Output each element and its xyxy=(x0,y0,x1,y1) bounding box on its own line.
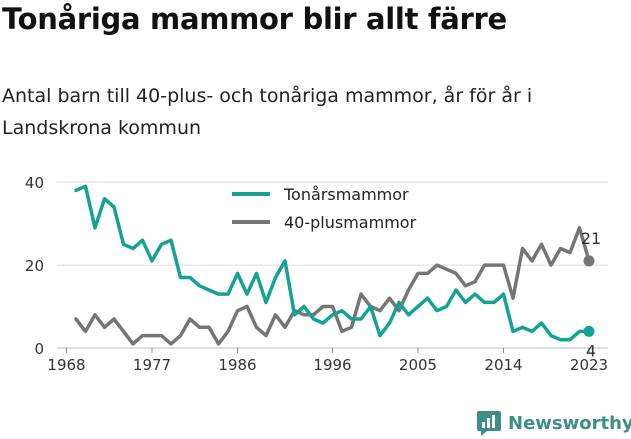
x-tick-label: 1986 xyxy=(218,356,256,374)
legend-label: 40-plusmammor xyxy=(284,213,417,232)
page-subtitle: Antal barn till 40-plus- och tonåriga ma… xyxy=(2,85,533,139)
x-tick-label: 1968 xyxy=(47,356,85,374)
x-tick-label: 1996 xyxy=(313,356,351,374)
y-tick-label: 40 xyxy=(25,174,44,192)
end-point-marker xyxy=(583,325,595,337)
grid-lines xyxy=(57,181,608,349)
x-tick-label: 2023 xyxy=(570,356,608,374)
x-tick-label: 2014 xyxy=(484,356,522,374)
end-value-label: 4 xyxy=(586,341,596,360)
legend: Tonårsmammor 40-plusmammor xyxy=(232,185,417,232)
legend-label: Tonårsmammor xyxy=(283,185,409,204)
x-tick-label: 1977 xyxy=(133,356,171,374)
y-axis: 0 20 40 xyxy=(25,174,44,358)
series-line-tonarsmammor xyxy=(74,184,591,342)
end-point-marker xyxy=(583,255,595,267)
newsworthy-logo-icon xyxy=(477,411,501,436)
series-lines xyxy=(74,184,591,346)
end-value-label: 21 xyxy=(581,229,601,248)
x-tick-label: 2005 xyxy=(399,356,437,374)
line-chart: 0 20 40 1968 1977 1986 1996 2005 2014 2023 4 21 T… xyxy=(25,174,608,374)
y-tick-label: 0 xyxy=(34,340,44,358)
brand-name: Newsworthy xyxy=(508,412,631,434)
page-title: Tonåriga mammor blir allt färre xyxy=(2,2,507,36)
brand-logo: Newsworthy xyxy=(476,408,631,438)
y-tick-label: 20 xyxy=(25,257,44,275)
x-axis: 1968 1977 1986 1996 2005 2014 2023 xyxy=(47,348,608,374)
series-line-40-plusmammor xyxy=(74,226,591,346)
series-end-markers: 4 21 xyxy=(581,229,601,360)
